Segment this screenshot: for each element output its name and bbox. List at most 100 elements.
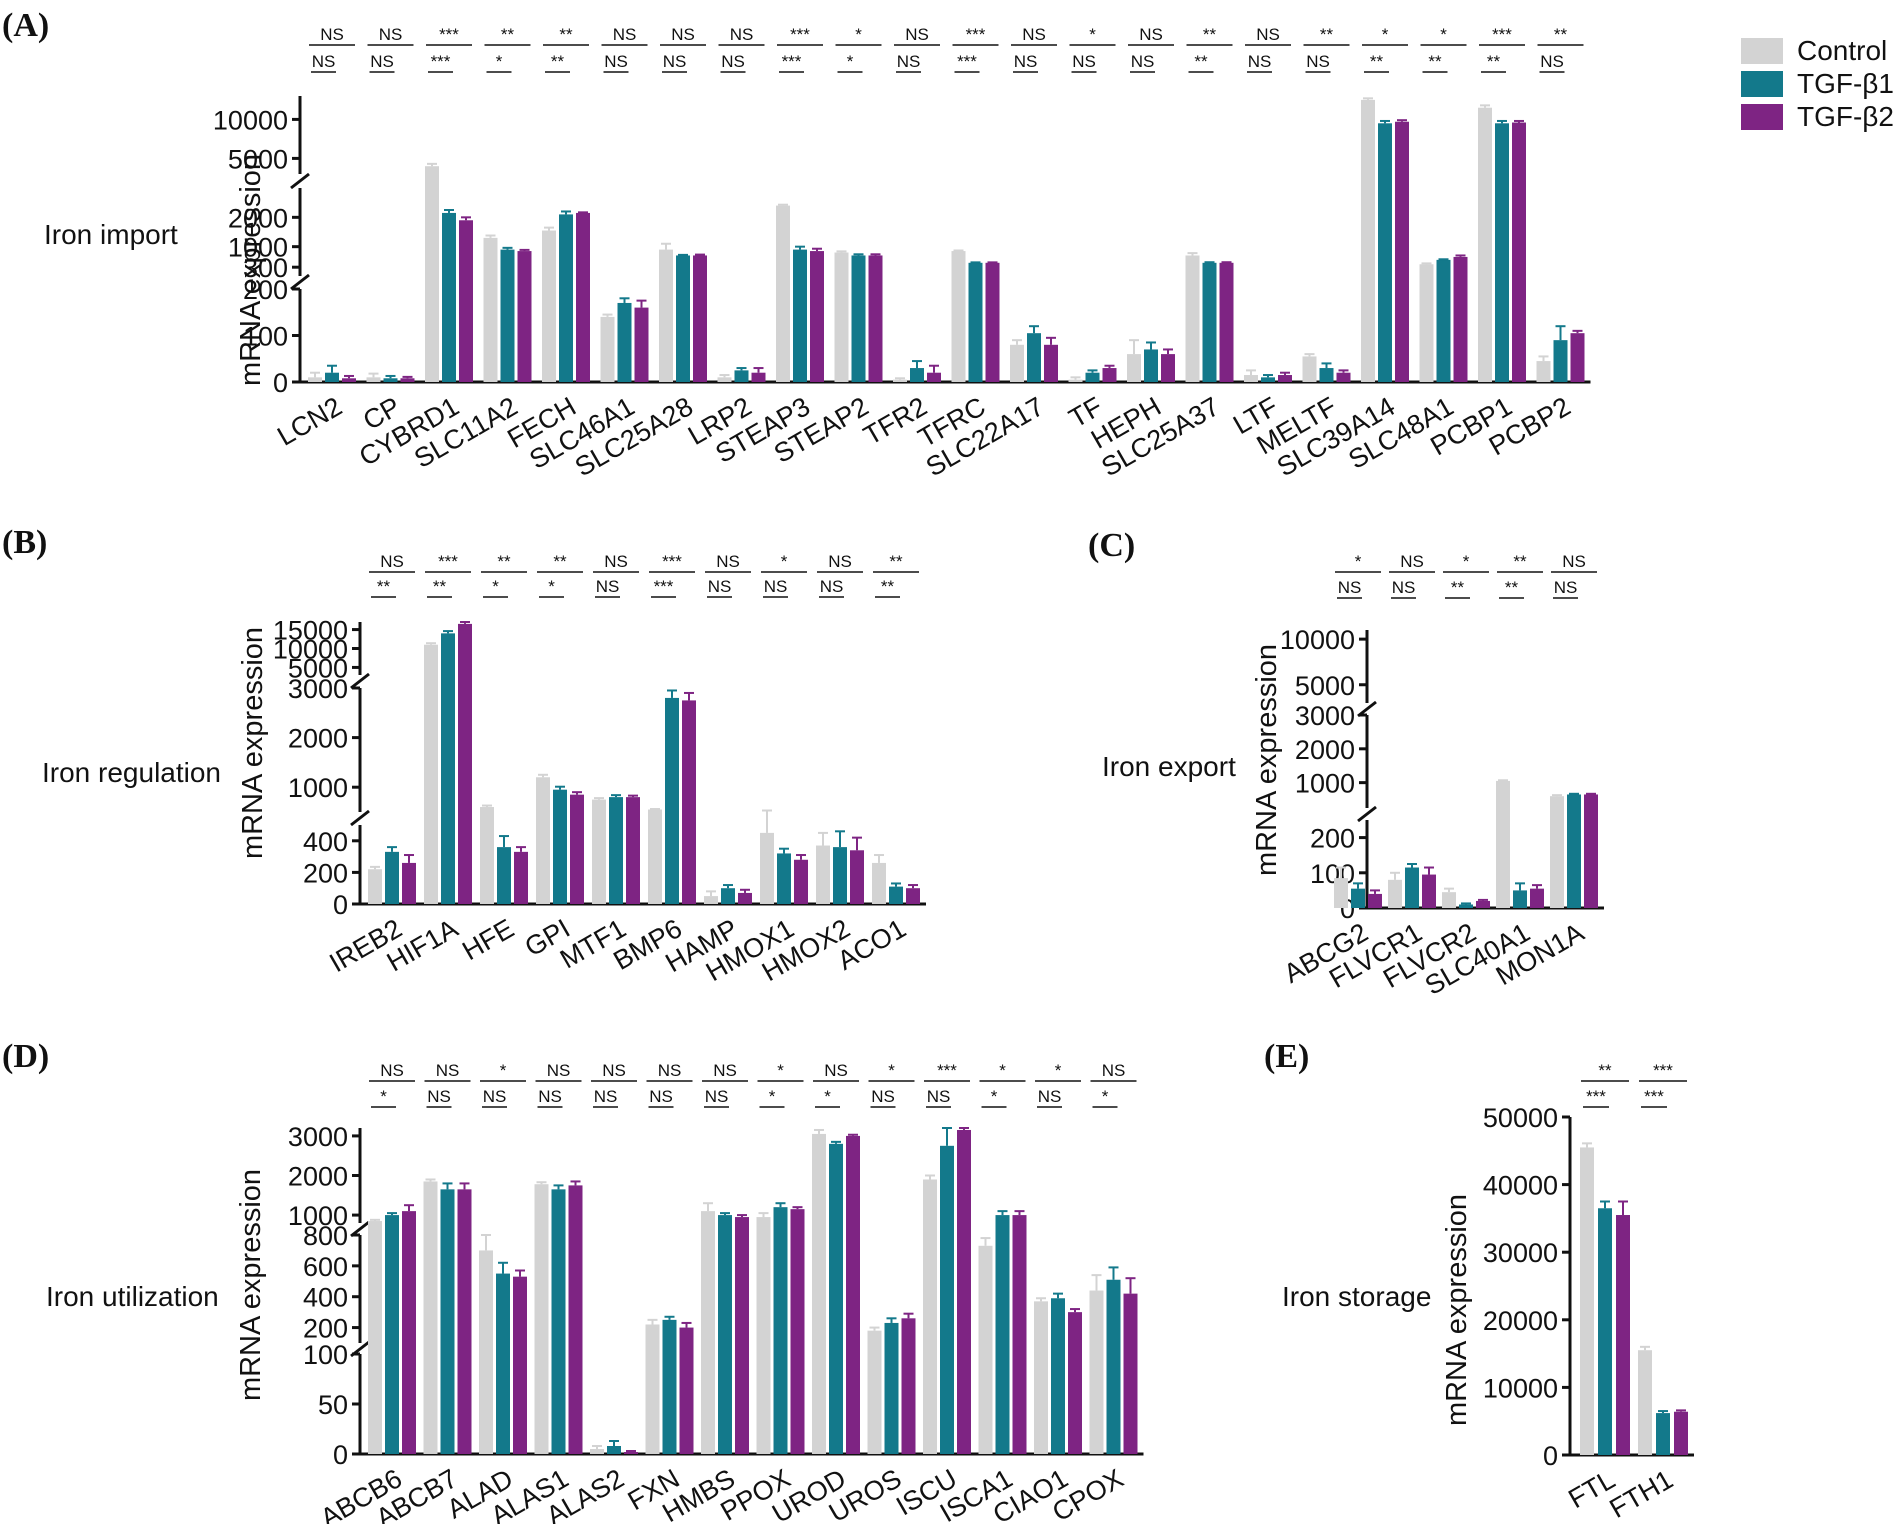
p1-bar-meltf-s3: [1336, 372, 1351, 382]
p2-significance-bottom-mtf1: NS: [596, 577, 620, 596]
p1-bar-slc48a1-s2: [1436, 259, 1451, 382]
p3-significance-top-flvcr2: *: [1463, 552, 1470, 571]
p5-y-tick-label: 50000: [1483, 1103, 1558, 1133]
p2-y-tick-label: 15000: [273, 616, 348, 646]
p1-significance-bottom-lrp2: NS: [721, 52, 745, 71]
p2-bar-hmox1-s1: [760, 832, 774, 904]
p2-significance-bottom-hfe: *: [492, 577, 499, 596]
p4-significance-bottom-urod: *: [824, 1087, 831, 1106]
p1-y-tick-label: 300: [243, 253, 288, 283]
p2-y-tick-label: 3000: [288, 674, 348, 704]
p1-significance-bottom-slc46a1: NS: [604, 52, 628, 71]
p1-bar-slc39a14-s2: [1378, 123, 1392, 383]
p1-y-tick-label: 0: [273, 368, 288, 398]
p4-significance-bottom-fxn: NS: [649, 1087, 673, 1106]
legend-label-tgfb2: TGF-β2: [1797, 101, 1894, 132]
p2-significance-top-hfe: **: [497, 552, 511, 571]
p2-bar-aco1-s3: [906, 888, 920, 904]
p1-significance-top-tfrc: ***: [966, 25, 986, 44]
p1-bar-pcbp2-s2: [1553, 340, 1568, 382]
p2-significance-bottom-gpi: *: [548, 577, 555, 596]
p1-significance-bottom-meltf: NS: [1306, 52, 1330, 71]
p3-bar-slc40a1-s1: [1496, 780, 1510, 908]
p1-significance-top-tf: *: [1089, 25, 1096, 44]
p4-significance-top-abcb7: NS: [436, 1061, 460, 1080]
p4-significance-bottom-cpox: *: [1102, 1087, 1109, 1106]
p4-bar-isca1-s2: [995, 1215, 1010, 1454]
p1-significance-top-fech: **: [559, 25, 573, 44]
group-label-storage: Iron storage: [1282, 1281, 1431, 1312]
p4-bar-alad-s3: [513, 1276, 527, 1454]
p4-bar-fxn-s3: [679, 1327, 694, 1454]
p1-significance-bottom-ltf: NS: [1248, 52, 1272, 71]
p1-bar-tfr2-s3: [927, 372, 941, 382]
p4-significance-bottom-ciao1: NS: [1038, 1087, 1062, 1106]
p4-y-tick-label: 2000: [288, 1162, 348, 1192]
p4-bar-abcb7-s3: [457, 1189, 472, 1454]
p2-bar-gpi-s3: [570, 794, 584, 904]
p2-significance-bottom-aco1: **: [881, 577, 895, 596]
p4-significance-top-alad: *: [500, 1061, 507, 1080]
p1-significance-bottom-pcbp2: NS: [1540, 52, 1564, 71]
p4-y-tick-label: 200: [303, 1314, 348, 1344]
p4-bar-iscu-s3: [957, 1129, 971, 1454]
p4-y-tick-label: 400: [303, 1283, 348, 1313]
p1-bar-lrp2-s2: [734, 370, 749, 382]
p2-significance-top-hif1a: ***: [438, 552, 458, 571]
p1-significance-bottom-tfr2: NS: [897, 52, 921, 71]
p2-significance-bottom-hmox2: NS: [820, 577, 844, 596]
p1-bar-heph-s1: [1127, 354, 1141, 382]
p4-significance-top-cpox: NS: [1102, 1061, 1126, 1080]
p1-significance-bottom-cybrd1: ***: [431, 52, 451, 71]
p3-bar-abcg2-s3: [1368, 893, 1382, 908]
panel-label-d: (D): [2, 1038, 49, 1075]
p3-bar-flvcr1-s1: [1388, 879, 1402, 908]
p1-bar-cybrd1-s1: [425, 166, 439, 382]
p5-category-label-fth1: FTH1: [1605, 1464, 1678, 1524]
p5-y-tick-label: 10000: [1483, 1373, 1558, 1403]
p4-significance-bottom-ppox: *: [769, 1087, 776, 1106]
p4-bar-alas1-s1: [534, 1184, 549, 1454]
p3-significance-bottom-flvcr2: **: [1451, 578, 1465, 597]
p4-bar-abcb6-s3: [402, 1211, 416, 1454]
p1-significance-top-ltf: NS: [1256, 25, 1280, 44]
p3-y-tick-label: 5000: [1295, 671, 1355, 701]
p1-significance-bottom-tf: NS: [1072, 52, 1096, 71]
p2-bar-hmox1-s3: [794, 859, 808, 904]
p4-bar-fxn-s1: [645, 1324, 660, 1454]
p4-bar-urod-s3: [846, 1135, 860, 1454]
p2-bar-gpi-s2: [553, 789, 567, 904]
p1-bar-lcn2-s1: [308, 377, 322, 382]
p3-bar-slc40a1-s3: [1530, 888, 1544, 908]
p2-bar-ireb2-s1: [368, 869, 382, 904]
p4-bar-uros-s3: [901, 1318, 916, 1454]
p2-y-tick-label: 200: [303, 858, 348, 888]
p2-bar-mtf1-s1: [592, 799, 606, 904]
p3-significance-bottom-slc40a1: **: [1505, 578, 1519, 597]
p1-significance-top-steap3: ***: [790, 25, 810, 44]
p1-bar-cybrd1-s2: [442, 212, 456, 382]
p4-bar-alas2-s2: [607, 1446, 621, 1454]
p3-axis-break-mark: [1357, 805, 1377, 823]
p4-y-tick-label: 1000: [288, 1201, 348, 1231]
group-label-import: Iron import: [44, 219, 178, 250]
p5-y-tick-label: 20000: [1483, 1306, 1558, 1336]
p2-bar-hamp-s1: [704, 896, 718, 904]
p4-bar-hmbs-s2: [718, 1215, 732, 1454]
p3-bar-flvcr2-s1: [1442, 892, 1456, 908]
p1-significance-bottom-pcbp1: **: [1487, 52, 1501, 71]
p4-bar-abcb7-s1: [423, 1181, 438, 1454]
p3-significance-bottom-abcg2: NS: [1338, 578, 1362, 597]
p1-significance-top-slc48a1: *: [1440, 25, 1447, 44]
p2-bar-hmox1-s2: [777, 853, 791, 904]
p5-significance-bottom-fth1: ***: [1644, 1087, 1664, 1106]
p1-bar-tfrc-s1: [951, 251, 966, 382]
p1-bar-slc25a37-s1: [1185, 255, 1200, 382]
p1-axis-break-mark: [290, 172, 310, 190]
p1-bar-cp-s3: [400, 378, 415, 382]
p5-bar-fth1-s1: [1638, 1350, 1652, 1455]
p2-bar-ireb2-s2: [385, 851, 399, 904]
p2-bar-hamp-s3: [738, 892, 752, 904]
p1-bar-cp-s1: [366, 377, 381, 382]
p2-significance-top-mtf1: NS: [604, 552, 628, 571]
